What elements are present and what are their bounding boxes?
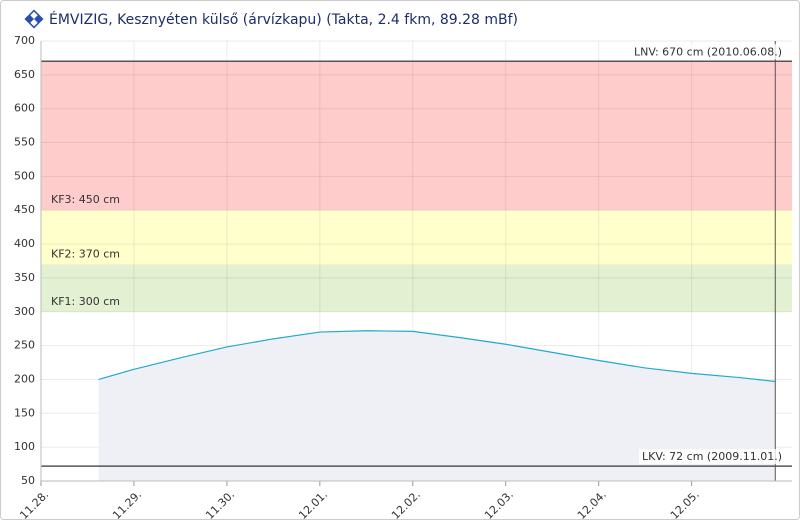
y-tick-label: 650: [14, 68, 35, 81]
x-tick-label: 12.03.: [482, 488, 516, 519]
x-tick-label: 12.05.: [668, 488, 702, 519]
area: [98, 330, 776, 481]
y-tick-label: 550: [14, 136, 35, 149]
band-label: KF3: 450 cm: [51, 193, 120, 206]
x-tick-label: 11.28.: [17, 488, 51, 519]
y-tick-label: 400: [14, 237, 35, 250]
band-label: KF2: 370 cm: [51, 247, 120, 260]
y-tick-label: 600: [14, 102, 35, 115]
y-tick-label: 100: [14, 440, 35, 453]
band: [41, 264, 792, 312]
y-tick-label: 250: [14, 339, 35, 352]
y-tick-label: 450: [14, 203, 35, 216]
band: [41, 61, 792, 211]
x-tick-label: 12.04.: [575, 488, 609, 519]
y-tick-label: 300: [14, 305, 35, 318]
band-label: KF1: 300 cm: [51, 295, 120, 308]
y-tick-label: 200: [14, 372, 35, 385]
y-tick-label: 50: [21, 474, 35, 487]
x-tick-label: 12.02.: [389, 488, 423, 519]
band: [41, 210, 792, 265]
y-tick-label: 700: [14, 34, 35, 47]
y-tick-label: 500: [14, 169, 35, 182]
x-tick-label: 11.30.: [203, 488, 237, 519]
title-icon: [24, 9, 44, 29]
reference-label-bg: [630, 44, 785, 60]
line: [98, 330, 776, 383]
reference-label: LNV: 670 cm (2010.06.08.): [634, 45, 782, 58]
y-tick-label: 350: [14, 271, 35, 284]
chart-title: ÉMVIZIG, Kesznyéten külső (árvízkapu) (T…: [49, 11, 518, 28]
y-tick-label: 150: [14, 406, 35, 419]
x-tick-label: 11.29.: [110, 488, 144, 519]
x-tick-label: 12.01.: [296, 488, 330, 519]
reference-label: LKV: 72 cm (2009.11.01.): [642, 450, 782, 463]
reference-label-bg: [639, 449, 785, 465]
